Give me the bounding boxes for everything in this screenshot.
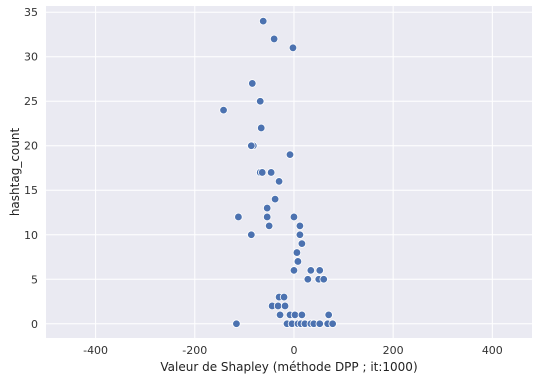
scatter-point xyxy=(259,16,268,26)
x-tick-label: -400 xyxy=(83,344,108,357)
x-tick-label: 200 xyxy=(383,344,404,357)
scatter-point xyxy=(232,319,241,328)
scatter-point xyxy=(315,319,324,328)
scatter-point xyxy=(258,168,267,177)
scatter-point xyxy=(247,141,256,150)
scatter-point xyxy=(256,97,265,106)
scatter-point xyxy=(264,221,274,231)
y-tick-label: 0 xyxy=(31,318,38,331)
scatter-point xyxy=(275,310,285,320)
y-axis-label: hashtag_count xyxy=(8,128,22,217)
y-tick-labels: 0 5 10 15 20 25 30 35 xyxy=(24,6,38,331)
scatter-point xyxy=(289,266,299,275)
scatter-point xyxy=(297,310,307,320)
scatter-point xyxy=(315,266,324,275)
scatter-point xyxy=(269,34,279,44)
scatter-point xyxy=(289,212,299,222)
y-tick-label: 35 xyxy=(24,6,38,19)
y-tick-label: 5 xyxy=(31,273,38,286)
x-tick-label: 400 xyxy=(482,344,503,357)
scatter-point xyxy=(295,221,305,231)
scatter-point xyxy=(257,123,266,133)
scatter-point xyxy=(266,168,276,177)
scatter-point xyxy=(290,310,300,320)
data-points xyxy=(219,16,337,328)
plot-background xyxy=(46,6,532,338)
scatter-point xyxy=(280,301,290,311)
scatter-point xyxy=(285,150,295,159)
x-tick-label: -200 xyxy=(182,344,207,357)
scatter-point xyxy=(324,310,333,320)
scatter-point xyxy=(306,266,316,275)
scatter-point xyxy=(292,248,302,257)
y-tick-label: 15 xyxy=(24,184,38,197)
y-tick-label: 30 xyxy=(24,51,38,64)
scatter-point xyxy=(262,203,272,213)
scatter-point xyxy=(219,105,228,115)
y-tick-label: 20 xyxy=(24,140,38,153)
scatter-point xyxy=(234,212,243,222)
scatter-point xyxy=(270,194,280,204)
scatter-point xyxy=(319,275,328,284)
scatter-point xyxy=(279,292,289,302)
scatter-point xyxy=(288,43,298,53)
scatter-point xyxy=(303,275,313,284)
scatter-point xyxy=(262,212,272,222)
scatter-point xyxy=(297,239,307,248)
scatter-point xyxy=(273,301,283,311)
scatter-point xyxy=(295,230,305,239)
x-tick-labels: -400 -200 0 200 400 xyxy=(83,344,503,357)
x-axis-label: Valeur de Shapley (méthode DPP ; it:1000… xyxy=(160,360,417,374)
scatter-point xyxy=(274,177,284,186)
scatter-point xyxy=(328,319,337,328)
scatter-point xyxy=(247,230,256,239)
x-tick-label: 0 xyxy=(290,344,297,357)
y-tick-label: 25 xyxy=(24,95,38,108)
scatter-point xyxy=(248,79,257,88)
scatter-point xyxy=(293,257,303,266)
y-tick-label: 10 xyxy=(24,229,38,242)
